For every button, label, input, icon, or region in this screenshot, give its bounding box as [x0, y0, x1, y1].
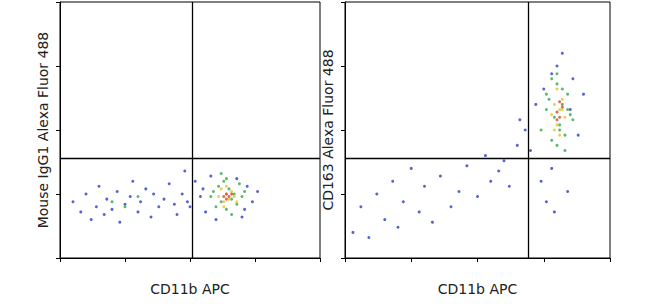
svg-text:CD11b APC: CD11b APC	[150, 281, 230, 297]
svg-text:Mouse IgG1 Alexa Fluor 488: Mouse IgG1 Alexa Fluor 488	[35, 32, 51, 229]
svg-text:CD11b APC: CD11b APC	[438, 281, 518, 297]
svg-text:CD163 Alexa Fluor 488: CD163 Alexa Fluor 488	[320, 49, 336, 210]
